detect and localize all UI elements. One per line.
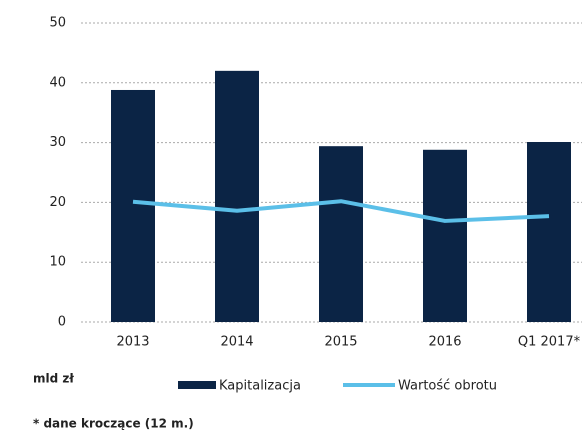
y-tick-label: 10 (49, 255, 66, 270)
line (132, 199, 550, 223)
x-tick-label: 2015 (324, 335, 357, 350)
bar (527, 142, 571, 322)
legend-label: Kapitalizacja (219, 379, 301, 394)
x-tick-label: Q1 2017* (518, 335, 581, 350)
y-tick-label: 40 (49, 75, 66, 90)
y-tick-label: 20 (49, 195, 66, 210)
y-tick-label: 50 (49, 16, 66, 31)
bar (423, 149, 467, 322)
footnote: * dane kroczące (12 m.) (33, 417, 194, 431)
x-tick-label: 2016 (428, 335, 461, 350)
legend-label: Wartość obrotu (398, 379, 497, 394)
bar (319, 146, 363, 322)
bar (215, 70, 259, 322)
unit-label: mld zł (33, 372, 74, 386)
bar (111, 89, 155, 322)
x-tick-label: 2013 (116, 335, 149, 350)
y-tick-label: 30 (49, 135, 66, 150)
y-tick-label: 0 (58, 315, 66, 330)
x-tick-label: 2014 (220, 335, 253, 350)
legend-swatch (178, 381, 216, 389)
